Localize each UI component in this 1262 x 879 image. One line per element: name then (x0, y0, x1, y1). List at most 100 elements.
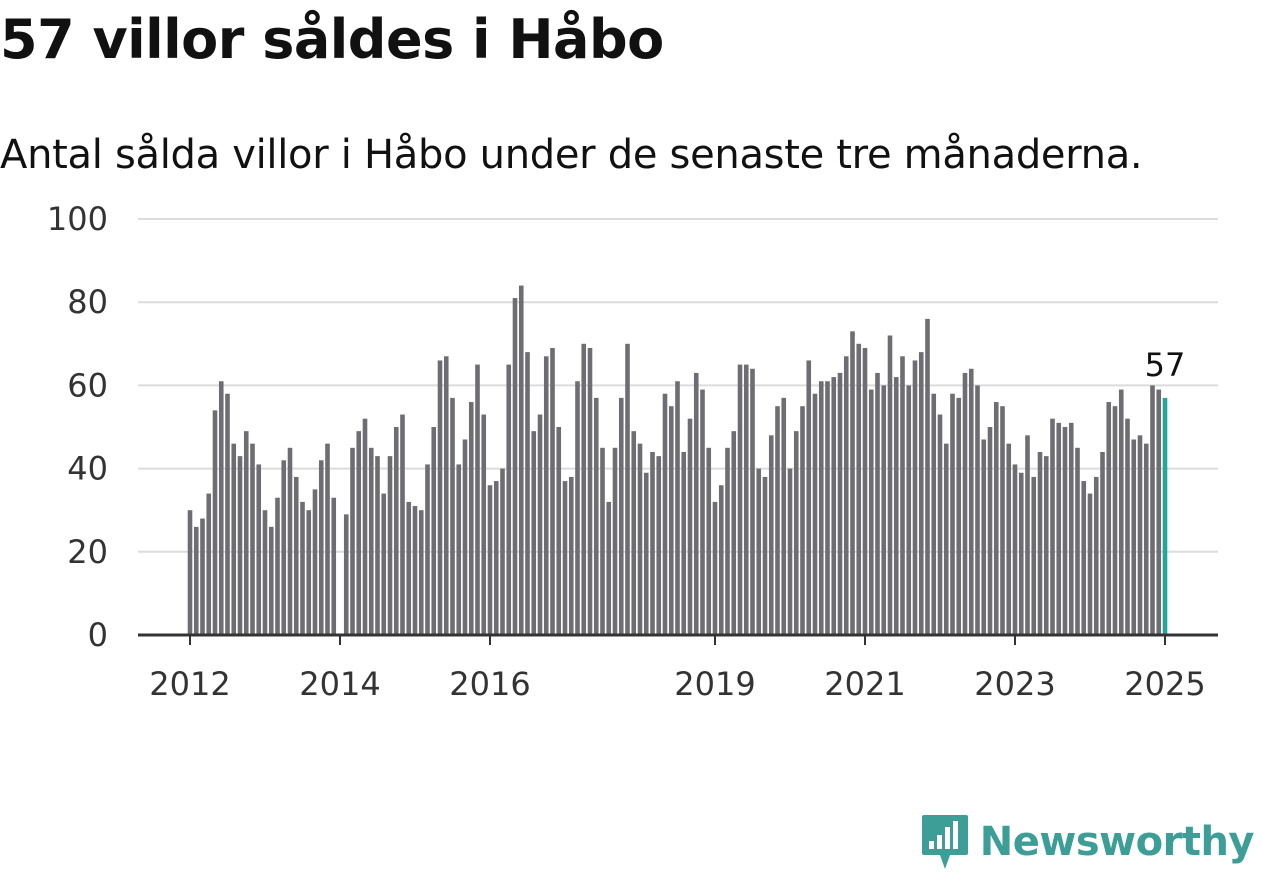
logo-text: Newsworthy (979, 819, 1255, 865)
bar (668, 406, 674, 635)
bar (1068, 422, 1074, 635)
bar (750, 368, 755, 635)
bar (925, 318, 930, 635)
bar (1137, 435, 1143, 635)
x-tick-label: 2012 (149, 665, 230, 703)
bar (881, 385, 887, 635)
bar (831, 377, 837, 635)
bar (725, 447, 730, 635)
bar (768, 435, 774, 635)
bar (293, 476, 299, 635)
bar (387, 456, 393, 635)
bar (887, 335, 893, 635)
bar (825, 381, 830, 635)
bar-chart-badge-icon (921, 815, 968, 869)
bar (250, 443, 255, 635)
bar (531, 431, 537, 635)
bar (837, 372, 843, 635)
bar (612, 447, 618, 635)
bar (450, 397, 455, 635)
bar (1037, 451, 1043, 635)
x-tick-label: 2019 (674, 665, 755, 703)
bar (756, 468, 762, 635)
bar (381, 493, 387, 635)
bar (962, 372, 968, 635)
bar (412, 506, 418, 635)
bar (431, 427, 437, 635)
bar (1156, 389, 1162, 635)
bar (487, 485, 493, 635)
bar (787, 468, 793, 635)
bar (675, 381, 680, 635)
y-tick-label: 40 (67, 450, 108, 488)
highlight-bar (1162, 397, 1168, 635)
bar (600, 447, 605, 635)
bar (812, 393, 818, 635)
bar (712, 501, 718, 635)
bar (1087, 493, 1093, 635)
bar (1106, 402, 1112, 635)
bar (956, 397, 962, 635)
bar (906, 385, 912, 635)
bar (1018, 472, 1024, 635)
y-tick-label: 60 (67, 366, 108, 404)
x-tick-label: 2014 (299, 665, 380, 703)
bar (312, 489, 318, 635)
highlight-value-label: 57 (1145, 346, 1186, 384)
bar (737, 364, 743, 635)
bar (1081, 481, 1087, 635)
bar (1093, 476, 1099, 635)
bar (500, 468, 505, 635)
bar (1062, 427, 1068, 635)
bar (950, 393, 955, 635)
bar (375, 456, 380, 635)
bar (193, 526, 199, 635)
bar (1031, 476, 1037, 635)
bar (593, 397, 599, 635)
bar (418, 510, 424, 635)
bars (187, 285, 1168, 635)
bar (943, 443, 949, 635)
bar (393, 427, 399, 635)
bar (968, 368, 974, 635)
bar (793, 431, 799, 635)
bar (687, 418, 693, 635)
bar (781, 397, 787, 635)
bar (318, 460, 324, 635)
bar (287, 447, 293, 635)
bar (506, 364, 512, 635)
bar (275, 497, 280, 635)
bar (606, 501, 612, 635)
x-tick-label: 2025 (1124, 665, 1205, 703)
bar (718, 485, 724, 635)
bar (456, 464, 462, 635)
bar (762, 476, 768, 635)
x-tick-label: 2021 (824, 665, 905, 703)
bar (268, 526, 274, 635)
x-tick-label: 2016 (449, 665, 530, 703)
chart-title: 57 villor såldes i Håbo (0, 8, 664, 71)
bar (931, 393, 937, 635)
bar (700, 389, 705, 635)
bar (643, 472, 649, 635)
bar (1118, 389, 1124, 635)
bar (850, 331, 855, 635)
bar (775, 406, 780, 635)
bar (862, 347, 868, 635)
bar (693, 372, 699, 635)
bar (368, 447, 374, 635)
y-tick-label: 20 (67, 533, 108, 571)
bar (543, 356, 549, 635)
bar (681, 451, 687, 635)
bar (581, 343, 587, 635)
bar (243, 431, 249, 635)
x-tick-label: 2023 (974, 665, 1055, 703)
bar (231, 443, 237, 635)
bar (662, 393, 668, 635)
bar (462, 439, 468, 635)
bar (1112, 406, 1118, 635)
bar (587, 347, 593, 635)
bar (893, 377, 899, 635)
bar (568, 476, 574, 635)
